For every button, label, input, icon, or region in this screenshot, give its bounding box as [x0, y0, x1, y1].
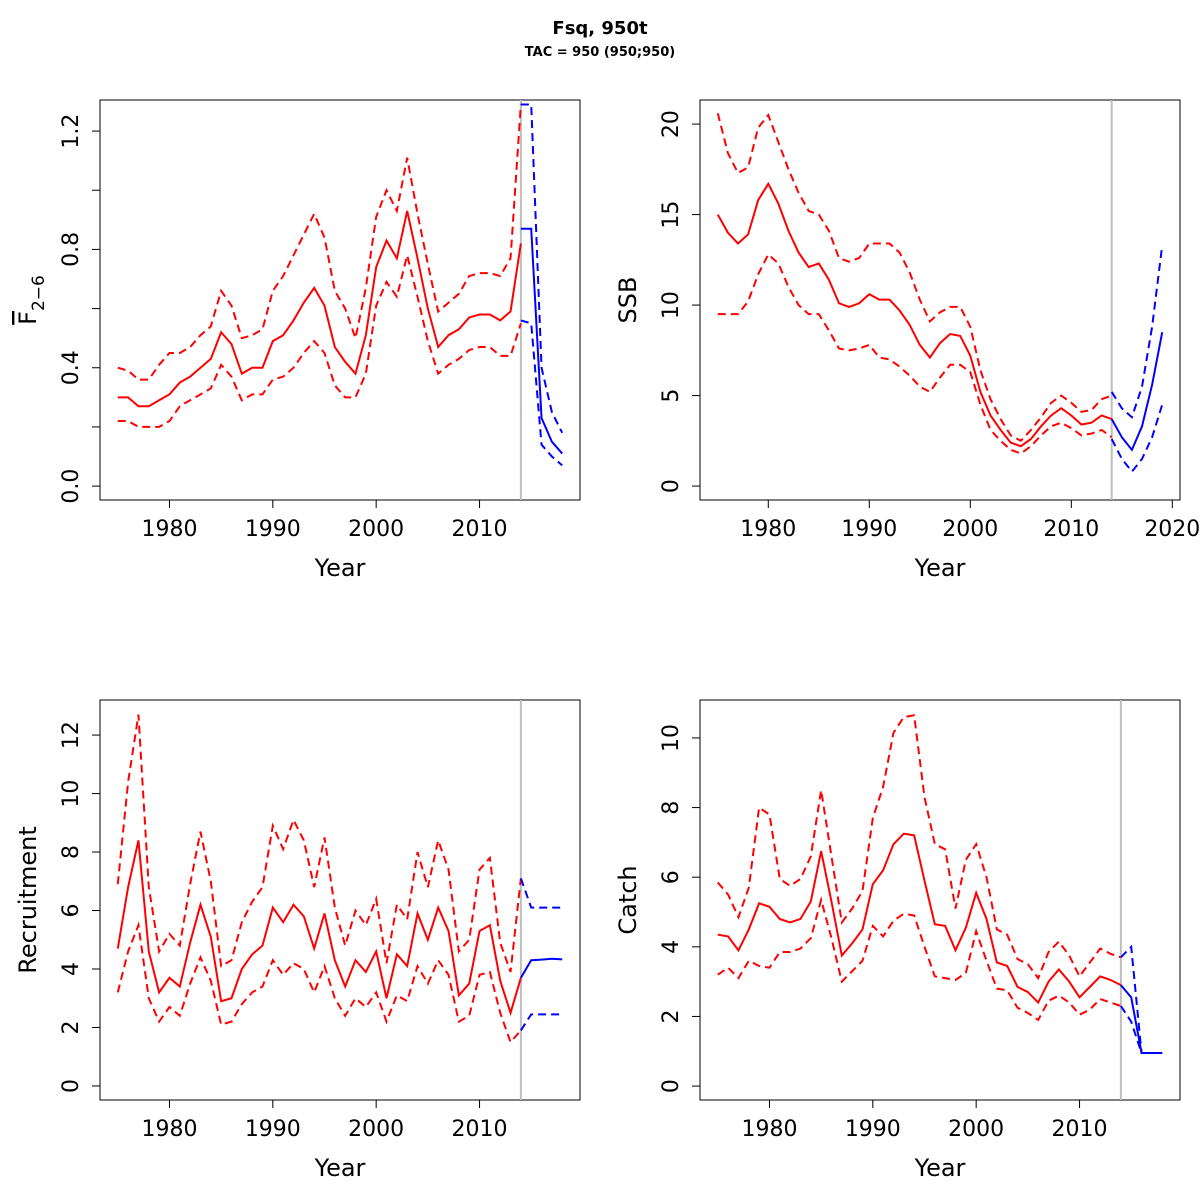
y-tick-label: 8: [659, 801, 684, 815]
interval-line: [717, 895, 1122, 1022]
plot-frame: [99, 699, 581, 1101]
y-tick-label: 20: [659, 110, 684, 138]
y-axis-label: Recruitment: [14, 826, 42, 973]
interval-line: [116, 714, 522, 973]
y-axis-label-main: SSB: [614, 277, 642, 324]
x-tick-label: 2010: [1043, 517, 1099, 542]
x-tick-label: 1980: [141, 1117, 197, 1142]
y-tick-label: 0.8: [59, 232, 84, 267]
y-tick-label: 0: [659, 1079, 684, 1093]
interval-line: [117, 104, 522, 381]
y-tick-label: 2: [59, 1020, 84, 1034]
plot-frame: [699, 99, 1181, 501]
x-axis-label: Year: [314, 1154, 366, 1182]
y-tick-label: 8: [59, 845, 84, 859]
x-tick-label: 1990: [845, 1117, 901, 1142]
interval-line: [116, 921, 522, 1045]
y-tick-label: 2: [659, 1009, 684, 1023]
interval-line: [1120, 1005, 1163, 1054]
interval-line: [520, 1013, 563, 1031]
x-tick-label: 2010: [452, 1117, 508, 1142]
x-tick-label: 1980: [141, 517, 197, 542]
y-tick-label: 5: [659, 389, 684, 403]
y-tick-label: 12: [59, 721, 84, 749]
interval-line: [520, 103, 564, 434]
interval-line: [717, 252, 1113, 455]
y-axis-label: Catch: [614, 865, 642, 934]
y-axis-label-subscript: 2−6: [29, 275, 49, 311]
estimate-line: [717, 832, 1122, 1005]
y-tick-label: 10: [59, 780, 84, 808]
estimate-line: [520, 227, 563, 455]
x-tick-label: 1990: [841, 517, 897, 542]
y-tick-label: 4: [59, 962, 84, 976]
x-tick-label: 2020: [1144, 517, 1200, 542]
interval-line: [117, 255, 522, 428]
estimate-line: [117, 210, 522, 408]
y-tick-label: 0.0: [59, 469, 84, 504]
x-axis-label: Year: [314, 554, 366, 582]
x-axis-label: Year: [914, 1154, 966, 1182]
x-tick-label: 1990: [245, 1117, 301, 1142]
panel: 1980 1990 2000 2010 0.0 0.4 0.8 1.2 Year F2−6: [14, 99, 581, 582]
x-tick-label: 2000: [348, 1117, 404, 1142]
y-tick-label: 15: [659, 201, 684, 229]
y-tick-label: 4: [659, 940, 684, 954]
y-tick-label: 0: [659, 479, 684, 493]
x-tick-label: 1980: [740, 517, 796, 542]
x-tick-label: 2000: [948, 1117, 1004, 1142]
y-tick-label: 6: [659, 870, 684, 884]
x-tick-label: 2010: [452, 517, 508, 542]
figure-subtitle: TAC = 950 (950;950): [525, 45, 675, 60]
estimate-line: [716, 181, 1113, 448]
x-tick-label: 1980: [741, 1117, 797, 1142]
y-tick-label: 0.4: [59, 350, 84, 385]
panel: 1980 1990 2000 2010 0 2 4 6 8 10 12 Year Recruitment: [14, 699, 581, 1182]
interval-line: [716, 112, 1113, 443]
y-axis-label-main: Catch: [614, 865, 642, 934]
plot-frame: [699, 699, 1181, 1101]
y-axis-label: F2−6: [14, 275, 49, 325]
x-tick-label: 1990: [245, 517, 301, 542]
y-axis-label-main: Recruitment: [14, 826, 42, 973]
x-tick-label: 2010: [1052, 1117, 1108, 1142]
estimate-line: [116, 840, 522, 1017]
figure-title: Fsq, 950t: [552, 18, 648, 39]
y-axis-label: SSB: [614, 277, 642, 324]
y-tick-label: 6: [59, 904, 84, 918]
interval-line: [520, 319, 563, 467]
y-tick-label: 10: [659, 724, 684, 752]
interval-line: [1120, 944, 1163, 1054]
x-tick-label: 2000: [942, 517, 998, 542]
x-tick-label: 2000: [348, 517, 404, 542]
y-axis-label-main: F: [14, 311, 42, 325]
interval-line: [717, 714, 1122, 981]
interval-line: [519, 878, 563, 909]
x-axis-label: Year: [914, 554, 966, 582]
y-tick-label: 10: [659, 291, 684, 319]
y-tick-label: 1.2: [59, 114, 84, 149]
interval-line: [1110, 404, 1164, 474]
y-tick-label: 0: [59, 1079, 84, 1093]
interval-line: [1110, 245, 1164, 420]
panel: 1980 1990 2000 2010 2020 0 5 10 15 20 Year SSB: [614, 99, 1200, 582]
estimate-line: [520, 957, 563, 979]
estimate-line: [1110, 332, 1164, 452]
panel: 1980 1990 2000 2010 0 2 4 6 8 10 Year Catch: [614, 699, 1181, 1182]
